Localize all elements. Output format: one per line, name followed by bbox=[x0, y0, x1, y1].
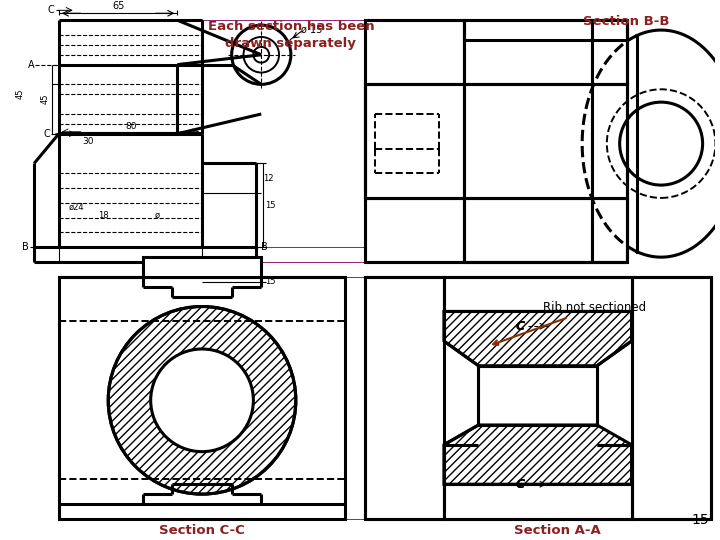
Bar bbox=[464, 198, 592, 262]
Bar bbox=[444, 277, 631, 312]
Bar bbox=[444, 484, 631, 519]
Text: 45: 45 bbox=[41, 94, 50, 104]
Text: C: C bbox=[48, 5, 54, 15]
Circle shape bbox=[150, 349, 253, 451]
Bar bbox=[365, 277, 444, 519]
Text: 65: 65 bbox=[112, 1, 125, 11]
Bar bbox=[592, 198, 626, 262]
Text: 18: 18 bbox=[98, 211, 109, 220]
Text: Section B-B: Section B-B bbox=[583, 15, 670, 28]
Bar bbox=[59, 277, 345, 519]
Bar bbox=[365, 84, 464, 198]
Text: Rib not sectioned: Rib not sectioned bbox=[493, 301, 646, 345]
Text: Section A-A: Section A-A bbox=[514, 524, 601, 537]
Bar bbox=[464, 84, 592, 198]
Bar bbox=[365, 277, 444, 519]
Bar bbox=[592, 84, 626, 198]
Text: Section C-C: Section C-C bbox=[159, 524, 245, 537]
Text: 15: 15 bbox=[692, 512, 709, 526]
Text: ø: ø bbox=[155, 211, 160, 220]
Bar bbox=[365, 20, 464, 84]
Bar bbox=[631, 277, 711, 519]
Text: 15: 15 bbox=[265, 201, 276, 210]
Text: 30: 30 bbox=[83, 137, 94, 146]
Bar bbox=[464, 20, 592, 84]
Bar bbox=[365, 20, 464, 84]
Text: B: B bbox=[261, 242, 268, 252]
Bar bbox=[464, 20, 592, 84]
Polygon shape bbox=[479, 366, 597, 425]
Text: 12: 12 bbox=[223, 272, 234, 281]
Bar bbox=[464, 84, 592, 198]
Text: A: A bbox=[27, 59, 34, 70]
Bar bbox=[365, 198, 464, 262]
Text: Each section has been
drawn separately: Each section has been drawn separately bbox=[207, 20, 374, 50]
Bar bbox=[631, 277, 711, 519]
Text: C: C bbox=[43, 129, 50, 139]
Text: ø24: ø24 bbox=[68, 202, 84, 211]
Text: 15: 15 bbox=[265, 278, 276, 286]
Text: ø 15: ø 15 bbox=[301, 25, 322, 35]
Bar bbox=[592, 20, 626, 84]
Text: B: B bbox=[22, 242, 30, 252]
Bar bbox=[464, 198, 592, 262]
Bar bbox=[592, 84, 626, 198]
Text: C: C bbox=[516, 478, 525, 491]
Text: 80: 80 bbox=[125, 122, 137, 131]
Bar bbox=[143, 257, 261, 277]
Bar bbox=[592, 198, 626, 262]
Text: C: C bbox=[516, 478, 525, 491]
Bar bbox=[592, 20, 626, 84]
Bar bbox=[444, 484, 631, 519]
Bar bbox=[365, 198, 464, 262]
Text: 12: 12 bbox=[264, 174, 274, 183]
Text: C: C bbox=[516, 320, 525, 333]
Text: C: C bbox=[516, 320, 525, 333]
Text: 45: 45 bbox=[15, 89, 24, 99]
Bar bbox=[444, 277, 631, 312]
